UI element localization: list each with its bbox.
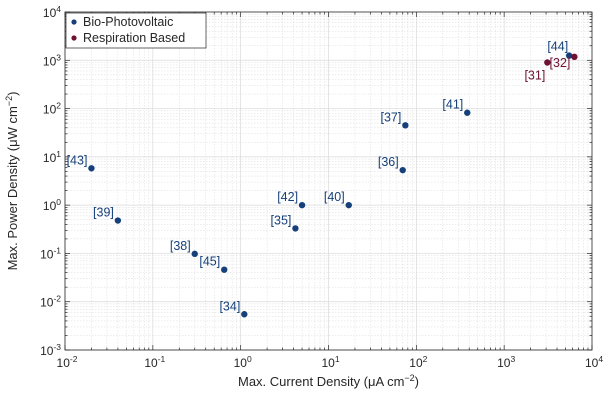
legend-marker-respiration-based xyxy=(71,35,77,41)
y-tick-label: 10-1 xyxy=(40,245,61,261)
y-tick-label: 101 xyxy=(43,149,61,165)
y-tick-label: 102 xyxy=(43,101,61,117)
point-label: [39] xyxy=(93,206,114,220)
point-label: [38] xyxy=(170,239,191,253)
point-label: [45] xyxy=(199,255,220,269)
y-axis-label: Max. Power Density (μW cm−2) xyxy=(4,92,20,271)
y-tick-label: 10-2 xyxy=(40,294,61,310)
point-label: [34] xyxy=(219,299,240,313)
point-label: [32] xyxy=(550,56,571,70)
y-tick-label: 103 xyxy=(43,52,61,68)
x-tick-label: 101 xyxy=(321,354,339,370)
data-point xyxy=(292,225,299,232)
data-point xyxy=(345,201,352,209)
x-tick-label: 102 xyxy=(409,354,427,370)
data-point xyxy=(571,53,578,61)
legend-box xyxy=(65,12,207,49)
legend-entry-respiration-based: Respiration Based xyxy=(83,31,185,45)
point-label: [35] xyxy=(271,213,292,227)
point-labels: [43] [39] [38] [45] [34] [35] [42] [40] [36] [37]… xyxy=(67,40,571,314)
point-label: [43] xyxy=(67,153,88,167)
legend-entry-bio-photovoltaic: Bio-Photovoltaic xyxy=(83,15,173,29)
point-label: [42] xyxy=(277,190,298,204)
y-tick-labels: 10-3 10-2 10-1 100 101 102 103 104 xyxy=(40,4,61,358)
point-label: [37] xyxy=(381,110,402,124)
data-point xyxy=(114,217,122,224)
data-point xyxy=(402,122,409,129)
x-tick-label: 100 xyxy=(234,354,252,370)
point-label: [31] xyxy=(524,68,545,82)
grid xyxy=(64,12,592,351)
legend: Bio-Photovoltaic Respiration Based xyxy=(65,12,207,49)
tick-marks xyxy=(64,11,593,351)
point-label: [36] xyxy=(378,155,399,169)
legend-marker-bio-photovoltaic xyxy=(71,19,77,25)
y-tick-label: 100 xyxy=(43,197,61,213)
data-point xyxy=(191,250,198,258)
x-tick-label: 10-1 xyxy=(144,354,165,370)
y-tick-label: 10-3 xyxy=(40,342,61,358)
data-point xyxy=(298,201,306,209)
data-point xyxy=(464,109,471,116)
data-point xyxy=(565,52,573,59)
y-tick-label: 104 xyxy=(43,4,61,20)
data-point xyxy=(88,165,95,172)
point-label: [40] xyxy=(324,190,345,204)
point-label: [41] xyxy=(442,98,463,112)
point-label: [44] xyxy=(547,40,568,54)
data-point xyxy=(399,166,406,174)
data-point xyxy=(221,266,228,273)
data-point xyxy=(241,311,248,318)
x-tick-label: 10-2 xyxy=(57,354,78,370)
data-points xyxy=(88,52,578,318)
x-tick-label: 104 xyxy=(585,354,603,370)
x-tick-label: 103 xyxy=(497,354,515,370)
x-axis-label: Max. Current Density (μA cm−2) xyxy=(238,373,419,389)
data-point xyxy=(544,59,551,66)
x-tick-labels: 10-2 10-1 100 101 102 103 104 xyxy=(57,354,604,370)
